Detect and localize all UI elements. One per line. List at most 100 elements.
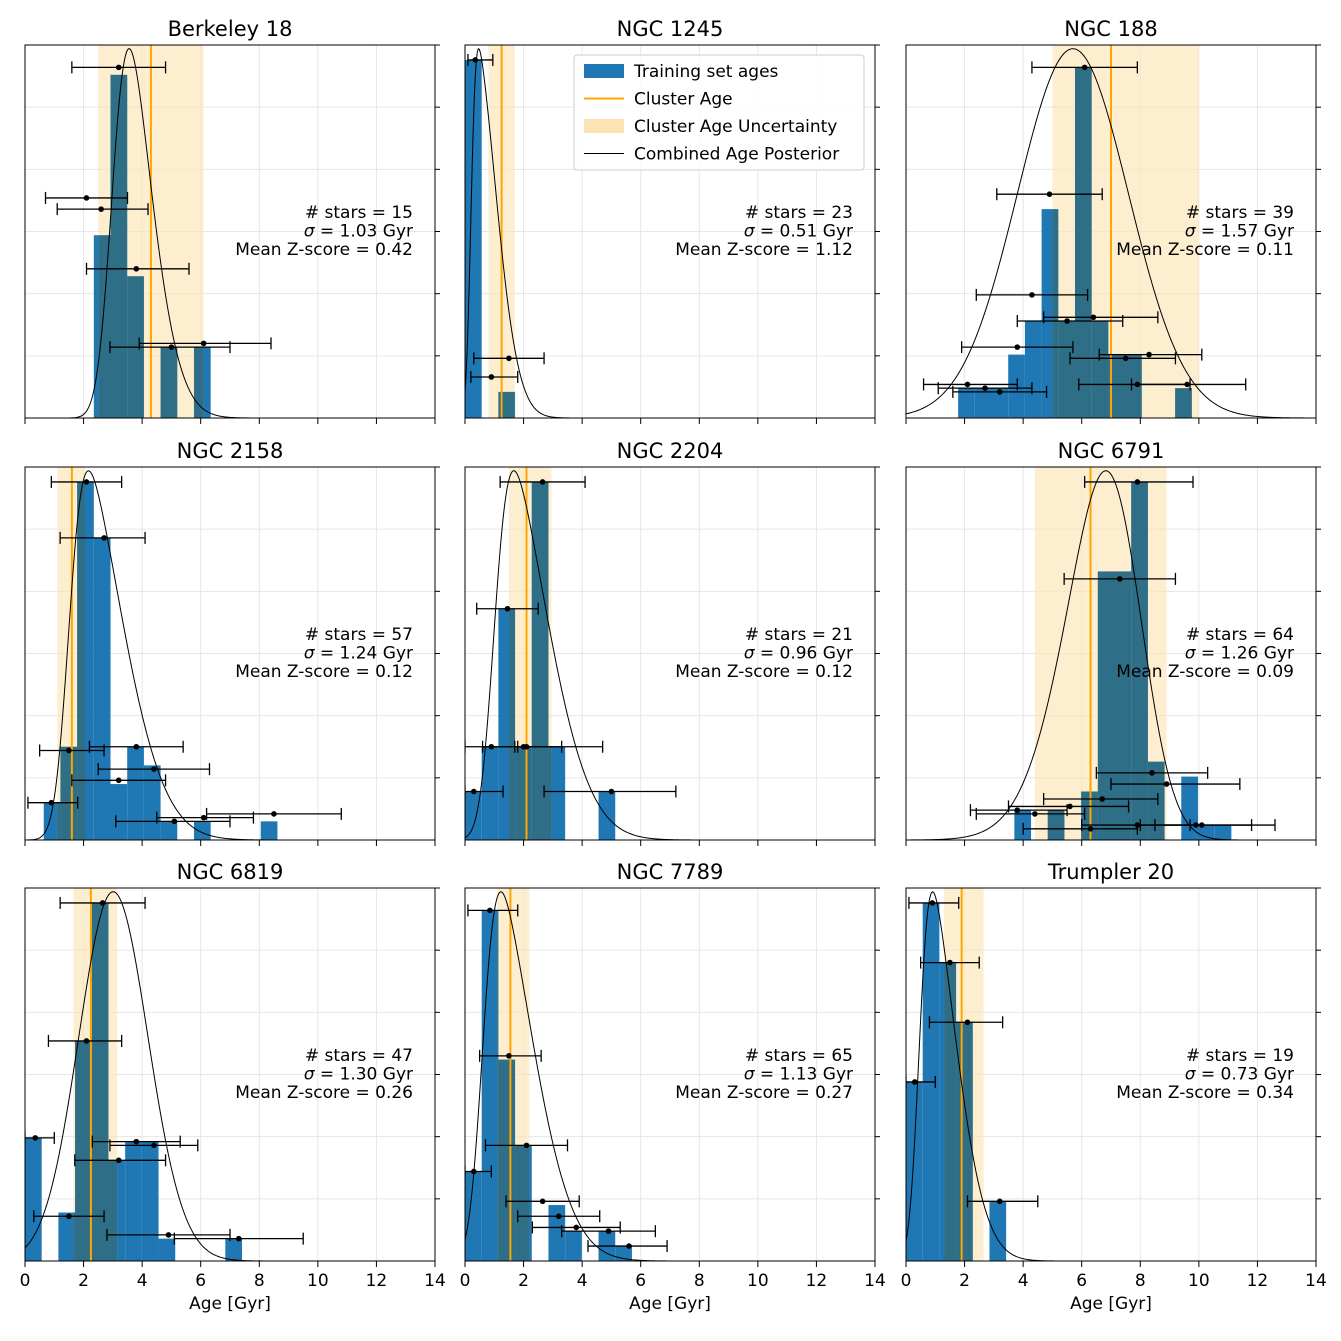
stars-count-text: # stars = 21 xyxy=(745,625,853,645)
histogram-bar-overlap xyxy=(98,235,111,418)
sigma-text: σ = 0.96 Gyr xyxy=(744,644,853,664)
histogram-bar-overlap xyxy=(1074,67,1092,418)
x-tick-label: 8 xyxy=(694,1271,705,1291)
histogram-bar-overlap xyxy=(75,1040,92,1261)
x-tick-label: 8 xyxy=(1135,1271,1146,1291)
histogram-bar xyxy=(143,765,161,840)
histogram-bar xyxy=(260,821,278,840)
errorbar-point xyxy=(27,796,79,809)
x-tick-label: 8 xyxy=(254,1271,265,1291)
histogram-bar-overlap xyxy=(110,74,128,418)
histogram-bar-overlap xyxy=(498,1059,516,1261)
histogram-bar-overlap xyxy=(515,1145,530,1261)
histogram-bar xyxy=(1197,825,1215,840)
plot-area xyxy=(465,467,875,840)
errorbar-point xyxy=(1042,792,1159,805)
plot-area xyxy=(25,45,435,418)
histogram-bar xyxy=(991,388,1009,418)
histogram-bar-overlap xyxy=(160,347,178,418)
errorbar-point xyxy=(59,531,146,544)
histogram-bar xyxy=(141,1141,159,1261)
errorbar-point xyxy=(71,61,167,74)
errorbar-point xyxy=(543,785,677,798)
histogram-bar-overlap xyxy=(1125,354,1142,418)
histogram-bar xyxy=(465,791,482,840)
histogram-bar xyxy=(1214,825,1232,840)
zscore-text: Mean Z-score = 0.12 xyxy=(675,662,853,682)
x-tick-label: 6 xyxy=(1076,1271,1087,1291)
errorbar-point xyxy=(85,262,190,275)
errorbar-point xyxy=(38,744,105,757)
panel-title: NGC 6791 xyxy=(1058,439,1165,463)
histogram-bar-overlap xyxy=(91,902,109,1261)
histogram-bar xyxy=(127,746,144,840)
posterior-curve xyxy=(906,48,1316,418)
histogram-bar xyxy=(58,1212,76,1261)
plot-area xyxy=(906,888,1316,1261)
errorbar-point xyxy=(56,203,149,216)
sigma-text: σ = 1.57 Gyr xyxy=(1185,222,1294,242)
histogram-bar xyxy=(481,910,499,1261)
x-tick-label: 14 xyxy=(864,1271,886,1291)
histogram-bar-overlap xyxy=(77,481,86,840)
posterior-curve xyxy=(465,47,875,418)
plot-area xyxy=(906,467,1316,840)
histogram-bar-overlap xyxy=(497,910,499,1261)
histogram-bar-overlap xyxy=(1114,571,1132,840)
errorbar-point xyxy=(587,1240,668,1253)
errorbar-point xyxy=(473,352,545,365)
histogram-bar-overlap xyxy=(548,746,552,840)
histogram-bar xyxy=(565,1231,582,1261)
x-tick-label: 2 xyxy=(78,1271,89,1291)
posterior-curve xyxy=(906,891,1316,1261)
errorbar-point xyxy=(996,188,1103,201)
plot-area xyxy=(465,888,875,1261)
zscore-text: Mean Z-score = 0.11 xyxy=(1116,240,1294,260)
posterior-curve xyxy=(25,470,435,840)
x-tick-label: 4 xyxy=(577,1271,588,1291)
plot-area xyxy=(906,45,1316,418)
panel-berkeley-18: Berkeley 18 # stars = 15σ = 1.03 GyrMean … xyxy=(24,17,440,424)
errorbar-point xyxy=(922,378,1018,391)
errorbar-point xyxy=(1031,61,1139,74)
histogram-bar xyxy=(958,388,975,418)
errorbar-point xyxy=(484,1139,569,1152)
zscore-text: Mean Z-score = 1.12 xyxy=(675,240,853,260)
histogram-bar xyxy=(974,388,992,418)
x-tick-label: 0 xyxy=(460,1271,471,1291)
legend: Training set ages Cluster Age Cluster Age … xyxy=(573,54,865,171)
histogram-bar xyxy=(989,1201,1007,1261)
errorbar-point xyxy=(173,1232,304,1245)
histogram-bar-overlap xyxy=(1081,791,1098,840)
errorbar-point xyxy=(514,740,604,753)
sigma-text: σ = 0.51 Gyr xyxy=(744,222,853,242)
histogram-bar-overlap xyxy=(1131,481,1148,840)
sigma-text: σ = 1.24 Gyr xyxy=(304,644,413,664)
sigma-text: σ = 1.26 Gyr xyxy=(1185,644,1294,664)
errorbar-point xyxy=(975,807,1086,820)
panel-title: NGC 2204 xyxy=(617,439,724,463)
stars-count-text: # stars = 19 xyxy=(1186,1046,1294,1066)
panel-trumpler-20: 0 2 4 6 8 10 12 14 Trumpler 20 # stars = 19σ = 0.… xyxy=(901,860,1327,1314)
panel-title: NGC 1245 xyxy=(617,17,724,41)
stars-count-text: # stars = 65 xyxy=(745,1046,853,1066)
errorbar-point xyxy=(33,1210,105,1223)
x-axis-label: Age [Gyr] xyxy=(629,1294,711,1314)
errorbar-point xyxy=(1130,378,1247,391)
errorbar-point xyxy=(1016,315,1124,328)
x-tick-label: 14 xyxy=(424,1271,446,1291)
errorbar-point xyxy=(476,602,539,615)
errorbar-point xyxy=(71,774,167,787)
legend-swatch-uncertainty xyxy=(584,119,624,133)
panel-title: NGC 6819 xyxy=(177,860,284,884)
errorbar-point xyxy=(517,1210,601,1223)
x-tick-label: 2 xyxy=(959,1271,970,1291)
histogram-bar-overlap xyxy=(1091,321,1109,418)
histogram-bar-overlap xyxy=(1147,761,1165,840)
zscore-text: Mean Z-score = 0.26 xyxy=(235,1083,413,1103)
errorbar-point xyxy=(25,1131,55,1144)
panel-title: NGC 7789 xyxy=(617,860,724,884)
histogram-bar-overlap xyxy=(108,1160,118,1261)
